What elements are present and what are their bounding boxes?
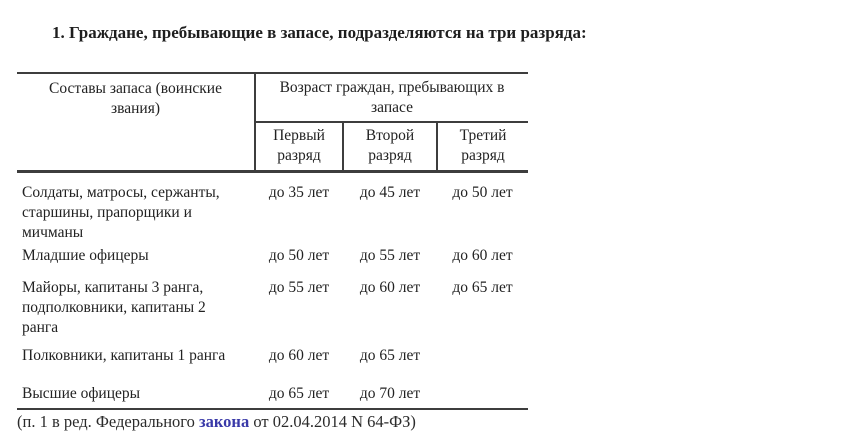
age-third-cell: [437, 346, 528, 384]
table-row: Высшие офицеры до 65 лет до 70 лет: [17, 384, 529, 410]
table-header-row-1: Составы запаса (воинские звания) Возраст…: [17, 72, 529, 173]
table-row: Солдаты, матросы, сержанты, старшины, пр…: [17, 171, 528, 244]
age-second-cell: до 55 лет: [359, 247, 421, 264]
rank-cell: Младшие офицеры: [22, 247, 149, 264]
rank-cell: Солдаты, матросы, сержанты, старшины, пр…: [22, 183, 220, 241]
age-first-cell: до 60 лет: [268, 347, 330, 364]
age-first-cell: до 35 лет: [268, 183, 330, 201]
age-second-cell: до 45 лет: [359, 183, 421, 201]
age-first-cell: до 50 лет: [268, 247, 330, 264]
age-first-cell: до 55 лет: [268, 279, 330, 296]
header-rank-column: Составы запаса (воинские звания): [17, 72, 256, 173]
age-second-cell: до 65 лет: [359, 347, 421, 364]
age-third-cell: до 65 лет: [452, 279, 513, 296]
age-third-cell: [437, 384, 529, 410]
rank-cell: Майоры, капитаны 3 ранга, подполковники,…: [22, 279, 206, 336]
table-row: Младшие офицеры до 50 лет до 55 лет до 6…: [17, 244, 528, 278]
age-second-cell: до 70 лет: [343, 384, 437, 410]
reserve-categories-table: Составы запаса (воинские звания) Возраст…: [17, 72, 529, 410]
header-age-group: Возраст граждан, пребывающих в запасе: [255, 72, 529, 123]
amendment-footnote: (п. 1 в ред. Федерального закона от 02.0…: [17, 411, 416, 432]
footnote-suffix: от 02.04.2014 N 64-ФЗ): [249, 412, 416, 431]
header-first-category: Первый разряд: [254, 122, 343, 173]
age-second-cell: до 60 лет: [359, 279, 421, 296]
table-header-row-2: Первый разряд Второй разряд Третий разря…: [17, 122, 529, 173]
law-link[interactable]: закона: [199, 412, 250, 431]
page-title: 1. Граждане, пребывающие в запасе, подра…: [52, 23, 587, 42]
rank-cell: Полковники, капитаны 1 ранга: [22, 347, 226, 364]
table-row: Майоры, капитаны 3 ранга, подполковники,…: [17, 278, 528, 346]
header-third-category: Третий разряд: [435, 122, 529, 173]
age-first-cell: до 65 лет: [255, 384, 343, 410]
table-row: Полковники, капитаны 1 ранга до 60 лет д…: [17, 346, 528, 384]
footnote-prefix: (п. 1 в ред. Федерального: [17, 412, 200, 431]
age-third-cell: до 60 лет: [452, 247, 513, 264]
header-second-category: Второй разряд: [342, 122, 437, 173]
age-third-cell: до 50 лет: [452, 183, 513, 201]
rank-cell: Высшие офицеры: [17, 384, 255, 410]
